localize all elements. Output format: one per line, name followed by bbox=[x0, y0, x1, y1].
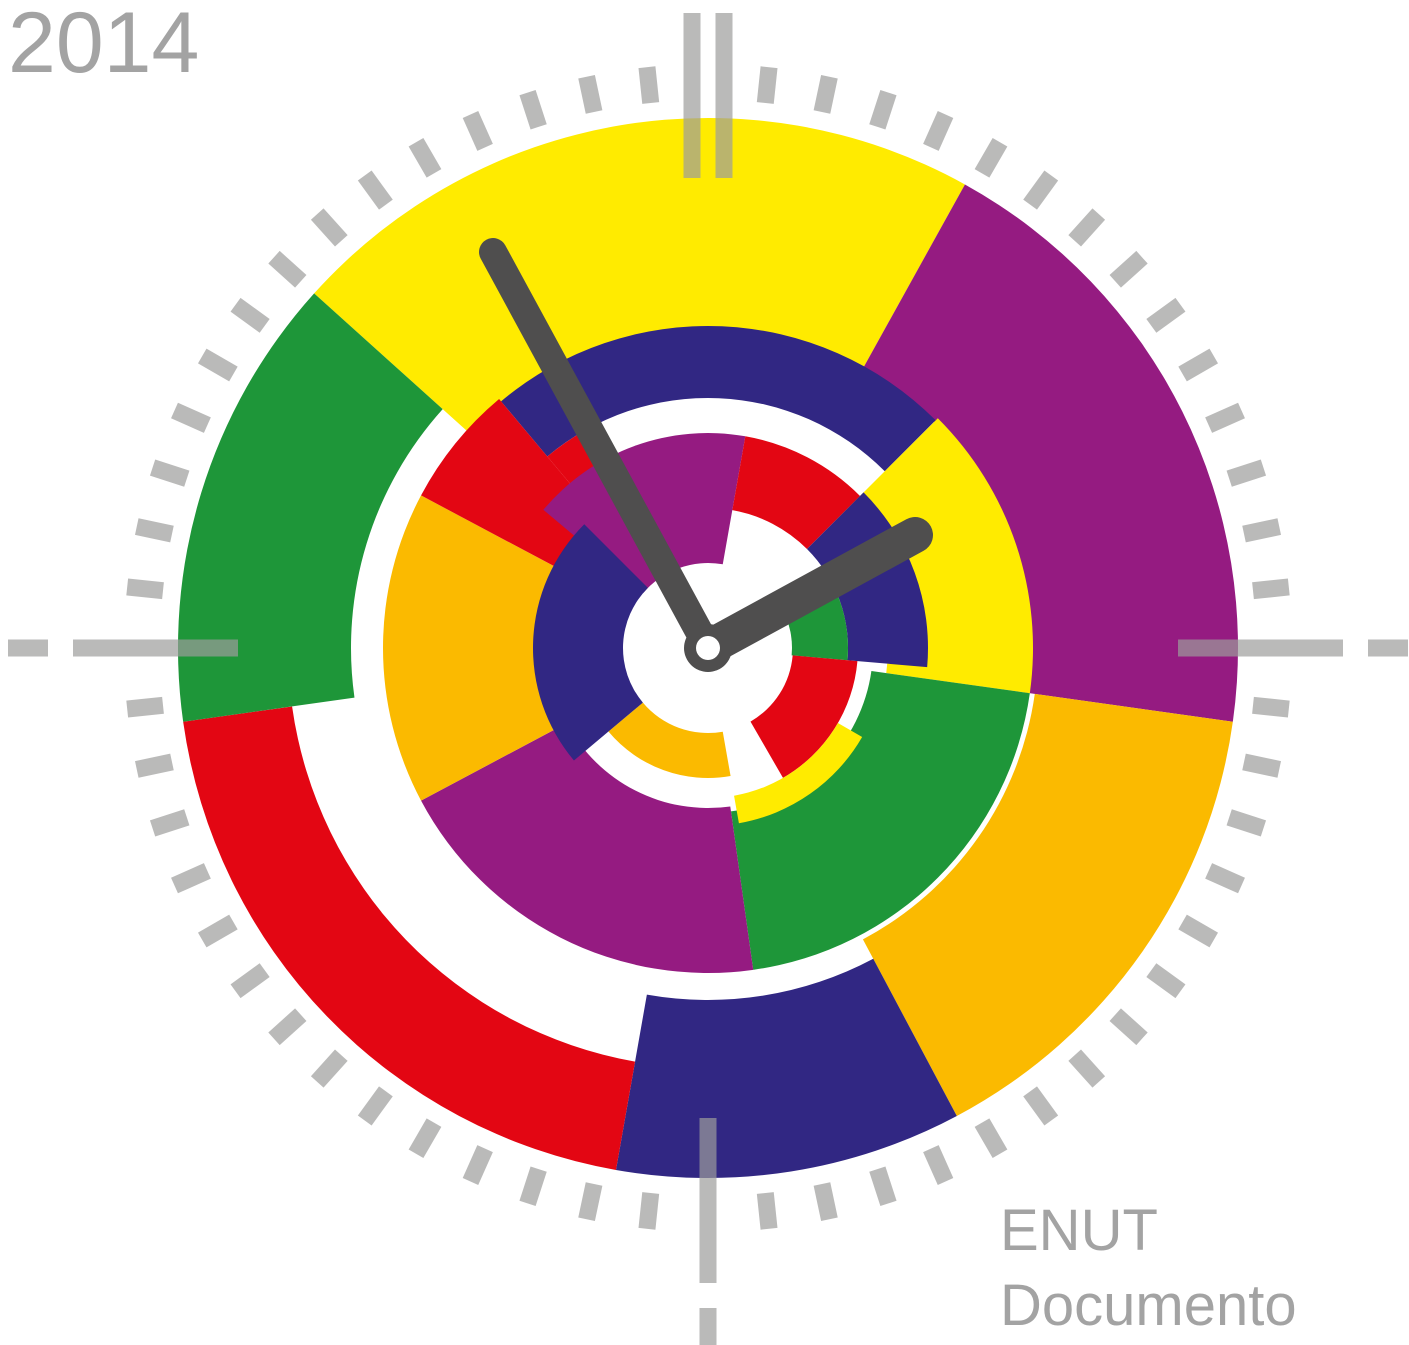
footer-line1: ENUT bbox=[1000, 1198, 1158, 1263]
minute-tick bbox=[126, 578, 164, 600]
minute-tick bbox=[357, 170, 393, 210]
minute-tick bbox=[869, 89, 897, 130]
minute-tick bbox=[134, 753, 174, 778]
year-label: 2014 bbox=[8, 0, 199, 91]
minute-tick bbox=[197, 348, 238, 382]
minute-tick bbox=[638, 66, 660, 104]
wedge bbox=[734, 723, 863, 824]
minute-tick bbox=[1146, 297, 1186, 333]
footer-line2: Documento bbox=[1000, 1273, 1297, 1338]
minute-tick bbox=[519, 89, 547, 130]
minute-tick bbox=[578, 74, 603, 114]
minute-tick bbox=[1068, 1049, 1106, 1088]
minute-tick bbox=[1146, 963, 1186, 999]
minute-tick bbox=[230, 963, 270, 999]
wedge bbox=[421, 399, 602, 571]
minute-tick bbox=[230, 297, 270, 333]
minute-tick bbox=[134, 518, 174, 543]
clock-hands bbox=[479, 238, 933, 672]
minute-tick bbox=[813, 74, 838, 114]
minute-tick bbox=[1252, 696, 1290, 718]
minute-tick bbox=[408, 137, 442, 178]
wedge bbox=[532, 524, 648, 761]
minute-tick bbox=[974, 137, 1008, 178]
hour-hand bbox=[690, 517, 933, 666]
minute-tick bbox=[310, 208, 348, 247]
minute-tick bbox=[1023, 170, 1059, 210]
minute-tick bbox=[1178, 914, 1219, 948]
wedge bbox=[608, 702, 731, 778]
minute-tick bbox=[171, 863, 211, 894]
minute-tick bbox=[1178, 348, 1219, 382]
wedge bbox=[314, 118, 965, 434]
minute-tick bbox=[638, 1192, 660, 1230]
minute-tick bbox=[1252, 578, 1290, 600]
wedge bbox=[750, 655, 858, 778]
minute-tick bbox=[1068, 208, 1106, 247]
minute-tick bbox=[923, 1145, 954, 1185]
minute-tick bbox=[268, 250, 307, 288]
minute-tick bbox=[1109, 1008, 1148, 1046]
wedge bbox=[421, 723, 754, 973]
minute-tick bbox=[1109, 250, 1148, 288]
minute-tick bbox=[974, 1118, 1008, 1159]
wedge bbox=[501, 326, 936, 472]
minute-tick bbox=[357, 1086, 393, 1126]
wedge bbox=[177, 293, 443, 722]
clock-ticks bbox=[8, 13, 1408, 1345]
minute-tick bbox=[462, 1145, 493, 1185]
minute-tick bbox=[149, 459, 190, 487]
minute-tick bbox=[310, 1049, 348, 1088]
minute-tick bbox=[1242, 753, 1282, 778]
minute-tick bbox=[149, 809, 190, 837]
minute-hand bbox=[479, 238, 722, 662]
minute-tick bbox=[1205, 402, 1245, 433]
minute-tick bbox=[1226, 809, 1267, 837]
minute-tick bbox=[519, 1166, 547, 1207]
minute-tick bbox=[1205, 863, 1245, 894]
hand-hub-dot bbox=[696, 636, 720, 660]
minute-tick bbox=[126, 696, 164, 718]
wedge bbox=[835, 418, 1033, 694]
minute-tick bbox=[1023, 1086, 1059, 1126]
wedge bbox=[183, 706, 636, 1170]
wedge bbox=[730, 670, 1030, 970]
minute-tick bbox=[578, 1182, 603, 1222]
minute-tick bbox=[408, 1118, 442, 1159]
minute-tick bbox=[171, 402, 211, 433]
wedge bbox=[863, 184, 1238, 722]
minute-tick bbox=[462, 111, 493, 151]
wedge bbox=[383, 495, 572, 801]
minute-tick bbox=[869, 1166, 897, 1207]
minute-tick bbox=[1226, 459, 1267, 487]
minute-tick bbox=[923, 111, 954, 151]
minute-tick bbox=[756, 66, 778, 104]
minute-tick bbox=[268, 1008, 307, 1046]
minute-tick bbox=[197, 914, 238, 948]
minute-tick bbox=[756, 1192, 778, 1230]
wedge bbox=[862, 693, 1233, 1116]
minute-tick bbox=[813, 1182, 838, 1222]
minute-tick bbox=[1242, 518, 1282, 543]
wedge bbox=[732, 436, 861, 550]
